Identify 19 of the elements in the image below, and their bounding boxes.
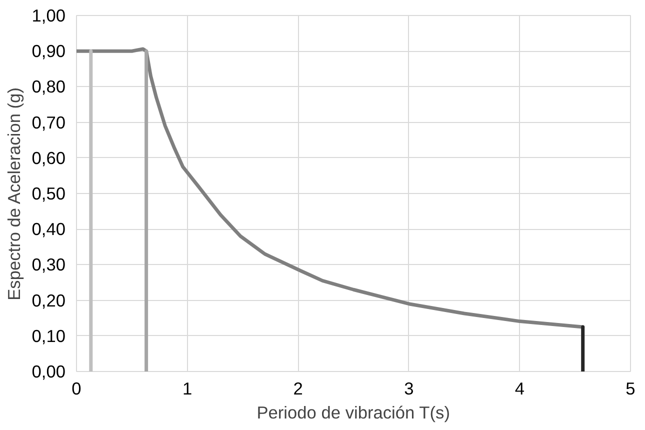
x-axis-title: Periodo de vibración T(s) [256,402,450,422]
y-tick-label: 0,30 [32,254,66,275]
y-tick-label: 1,00 [32,6,66,26]
y-tick-label: 0,80 [32,76,66,97]
y-tick-label: 0,40 [32,219,66,240]
y-tick-label: 0,20 [32,290,66,310]
x-tick-label: 0 [72,378,82,398]
x-tick-label: 3 [404,378,414,398]
x-tick-label: 2 [293,378,303,398]
y-tick-label: 0,10 [32,326,66,346]
x-tick-label: 4 [514,378,525,398]
y-tick-label: 0,50 [32,184,66,204]
y-tick-label: 0,00 [32,362,66,382]
y-tick-label: 0,90 [32,41,66,62]
y-tick-label: 0,60 [32,148,66,168]
x-tick-label: 5 [626,378,636,398]
x-tick-label: 1 [182,378,192,398]
y-axis-title: Espectro de Aceleracion (g) [4,88,24,300]
y-tick-label: 0,70 [32,112,66,132]
